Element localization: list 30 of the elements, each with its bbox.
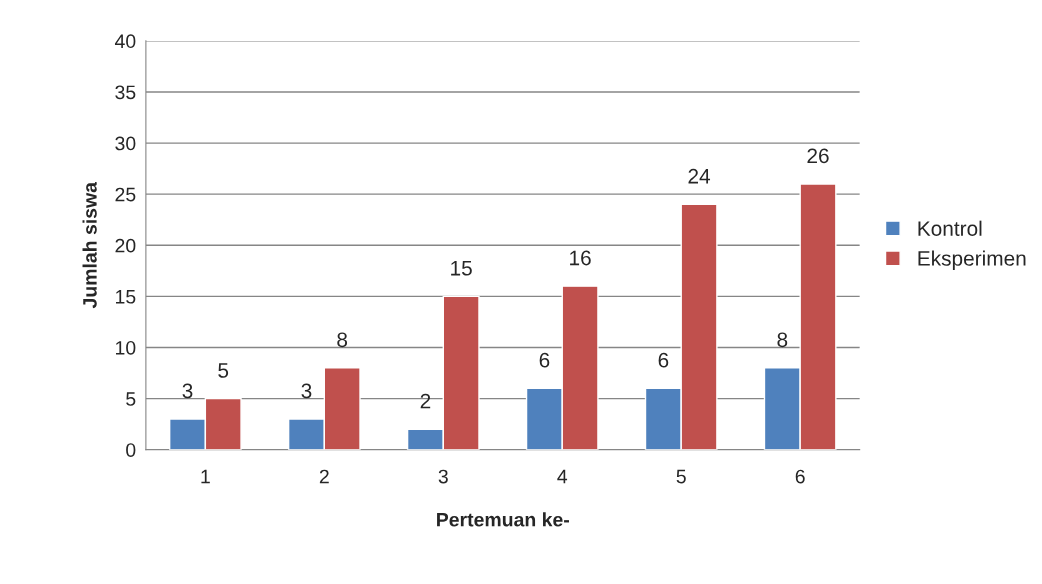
y-tick-label: 5 — [126, 392, 136, 406]
data-label: 8 — [337, 332, 348, 348]
y-tick-label: 0 — [126, 443, 136, 457]
data-label: 16 — [570, 250, 591, 266]
x-axis-title: Pertemuan ke- — [437, 512, 569, 527]
data-label: 6 — [658, 352, 669, 368]
y-tick-label: 30 — [115, 136, 136, 151]
legend-label: Kontrol — [918, 220, 982, 236]
legend-label: Eksperimen — [918, 250, 1026, 270]
data-label: 8 — [777, 332, 788, 348]
x-tick-label: 5 — [676, 469, 686, 484]
data-label: 3 — [182, 383, 193, 399]
x-tick-label: 3 — [438, 469, 448, 484]
y-tick-label: 25 — [115, 187, 136, 202]
x-tick-label: 2 — [319, 469, 329, 484]
y-tick-label: 10 — [116, 340, 136, 355]
data-label: 26 — [807, 148, 829, 164]
data-label: 3 — [301, 383, 312, 399]
data-label: 24 — [688, 168, 711, 184]
data-label: 5 — [218, 363, 229, 378]
y-tick-label: 15 — [116, 290, 136, 304]
x-tick-label: 1 — [201, 469, 210, 484]
x-tick-label: 6 — [795, 469, 805, 484]
x-tick-label: 4 — [557, 469, 568, 484]
data-label: 15 — [451, 261, 472, 276]
y-tick-label: 20 — [115, 238, 136, 253]
y-tick-label: 40 — [114, 34, 136, 49]
y-axis-title: Jumlah siswa — [82, 181, 97, 309]
data-label: 6 — [539, 352, 550, 368]
y-tick-label: 35 — [115, 85, 136, 100]
